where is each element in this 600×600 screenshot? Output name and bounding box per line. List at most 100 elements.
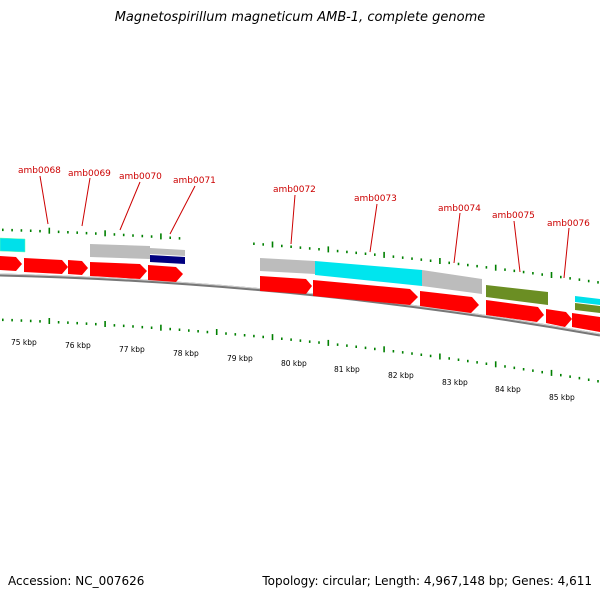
minor-tick — [150, 235, 153, 238]
minor-tick — [355, 251, 357, 255]
minor-tick — [522, 368, 525, 371]
kbp-label: 85 kbp — [549, 393, 575, 402]
minor-tick — [281, 244, 283, 248]
cds-lane — [0, 256, 600, 332]
minor-tick — [95, 322, 97, 326]
minor-tick — [85, 322, 88, 325]
minor-tick — [476, 264, 478, 268]
cds-arrow — [68, 260, 88, 275]
kbp-labels: 75 kbp 76 kbp 77 kbp 78 kbp 79 kbp 80 kb… — [11, 338, 575, 402]
kbp-label: 80 kbp — [281, 359, 307, 368]
gray-feature — [422, 270, 482, 294]
gene-labels: amb0068 amb0069 amb0070 amb0071 amb0072 … — [18, 166, 590, 229]
cds-arrow — [148, 265, 183, 282]
leader-line — [369, 203, 378, 253]
minor-tick — [178, 237, 181, 240]
minor-tick — [290, 338, 292, 341]
leader-line — [119, 181, 141, 231]
minor-tick — [95, 232, 97, 235]
minor-tick — [225, 332, 227, 335]
minor-tick — [401, 351, 404, 354]
genome-title: Magnetospirillum magneticum AMB-1, compl… — [114, 10, 486, 25]
kbp-label: 84 kbp — [495, 385, 521, 394]
major-tick — [271, 241, 274, 248]
gene-leader-lines — [39, 175, 570, 279]
minor-tick — [169, 236, 171, 239]
major-tick — [104, 321, 106, 327]
leader-line — [513, 220, 521, 273]
minor-tick — [290, 245, 292, 248]
minor-tick — [178, 328, 181, 331]
kbp-label: 75 kbp — [11, 338, 37, 347]
minor-tick — [532, 272, 534, 275]
minor-tick — [485, 266, 488, 269]
leader-line — [453, 212, 461, 264]
cds-arrow — [313, 280, 418, 305]
minor-tick — [76, 231, 78, 234]
minor-tick — [11, 228, 13, 232]
gene-label: amb0073 — [354, 194, 397, 204]
minor-tick — [411, 257, 413, 260]
minor-tick — [318, 248, 320, 251]
minor-tick — [467, 263, 469, 267]
minor-tick — [336, 343, 339, 346]
olive-feature — [575, 303, 600, 313]
leader-line — [39, 175, 49, 225]
gene-label: amb0071 — [173, 176, 216, 186]
minor-tick — [560, 373, 562, 377]
minor-tick — [541, 273, 543, 276]
minor-tick — [299, 246, 302, 249]
minor-tick — [253, 242, 255, 245]
minor-tick — [113, 233, 116, 236]
minor-tick — [132, 234, 134, 237]
minor-tick — [346, 250, 348, 254]
kbp-label: 78 kbp — [173, 349, 199, 358]
gene-label: amb0070 — [119, 172, 162, 182]
minor-tick — [476, 361, 478, 364]
cds-arrow — [486, 300, 544, 322]
minor-tick — [569, 375, 571, 378]
major-tick — [494, 264, 497, 271]
major-tick — [160, 324, 162, 331]
gene-label: amb0068 — [18, 166, 61, 176]
minor-tick — [560, 275, 562, 279]
minor-tick — [429, 354, 432, 358]
minor-tick — [262, 335, 264, 339]
minor-tick — [336, 249, 339, 253]
minor-tick — [113, 324, 116, 327]
minor-tick — [318, 341, 320, 344]
minor-tick — [188, 329, 190, 332]
major-tick — [550, 272, 553, 278]
major-tick — [439, 258, 441, 264]
minor-tick — [2, 318, 4, 322]
major-tick — [271, 334, 274, 341]
minor-tick — [20, 319, 23, 322]
cds-arrow — [0, 256, 22, 271]
cds-arrow — [260, 276, 312, 294]
major-tick — [327, 246, 330, 253]
minor-tick — [587, 279, 590, 283]
minor-tick — [150, 326, 153, 329]
cds-arrow — [572, 313, 600, 332]
minor-tick — [122, 324, 125, 328]
major-tick — [48, 227, 51, 234]
minor-tick — [206, 330, 209, 334]
minor-tick — [513, 366, 516, 370]
gene-label: amb0075 — [492, 211, 535, 221]
minor-tick — [578, 278, 581, 281]
cyan-feature — [315, 261, 422, 286]
kbp-label: 76 kbp — [65, 341, 91, 350]
major-tick — [494, 361, 497, 368]
minor-tick — [67, 321, 69, 324]
minor-tick — [169, 327, 171, 331]
kbp-label: 82 kbp — [388, 371, 414, 380]
minor-tick — [355, 345, 357, 348]
minor-tick — [374, 253, 376, 256]
minor-tick — [504, 268, 506, 271]
minor-tick — [411, 352, 413, 355]
minor-tick — [401, 256, 404, 259]
major-tick — [215, 329, 218, 335]
major-tick — [48, 318, 51, 324]
minor-tick — [364, 252, 367, 255]
minor-tick — [420, 258, 423, 261]
